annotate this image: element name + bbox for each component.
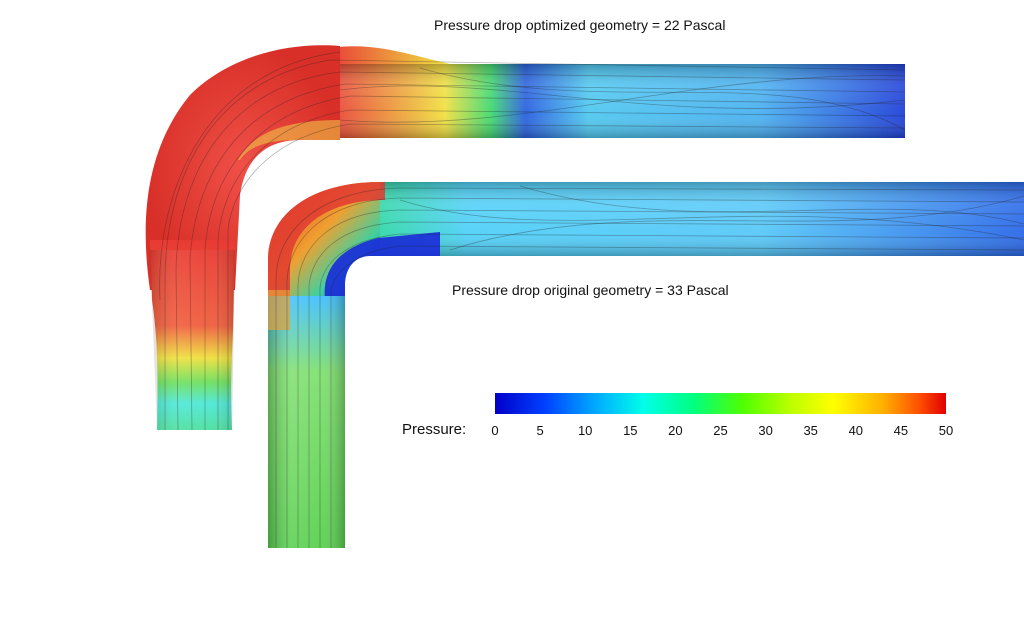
original-geometry-caption: Pressure drop original geometry = 33 Pas…: [452, 282, 729, 298]
legend-tick-label: 35: [803, 423, 818, 438]
legend-tick-label: 10: [577, 423, 593, 438]
legend-tick-label: 20: [668, 423, 683, 438]
optimized-pipe-bend: [145, 45, 340, 291]
legend-tick-label: 30: [758, 423, 773, 438]
legend-tick-label: 50: [938, 423, 954, 438]
legend-tick-label: 15: [623, 423, 638, 438]
legend-tick-label: 5: [536, 423, 544, 438]
legend-tick-label: 45: [893, 423, 909, 438]
legend-tick-label: 0: [491, 423, 499, 438]
optimized-pipe: [145, 45, 906, 431]
legend-title: Pressure:: [402, 421, 467, 438]
optimized-geometry-caption: Pressure drop optimized geometry = 22 Pa…: [434, 17, 726, 33]
original-pipe: [268, 182, 1024, 548]
legend-colorbar: [495, 393, 946, 414]
legend-tick-label: 25: [713, 423, 728, 438]
legend-tick-label: 40: [848, 423, 864, 438]
